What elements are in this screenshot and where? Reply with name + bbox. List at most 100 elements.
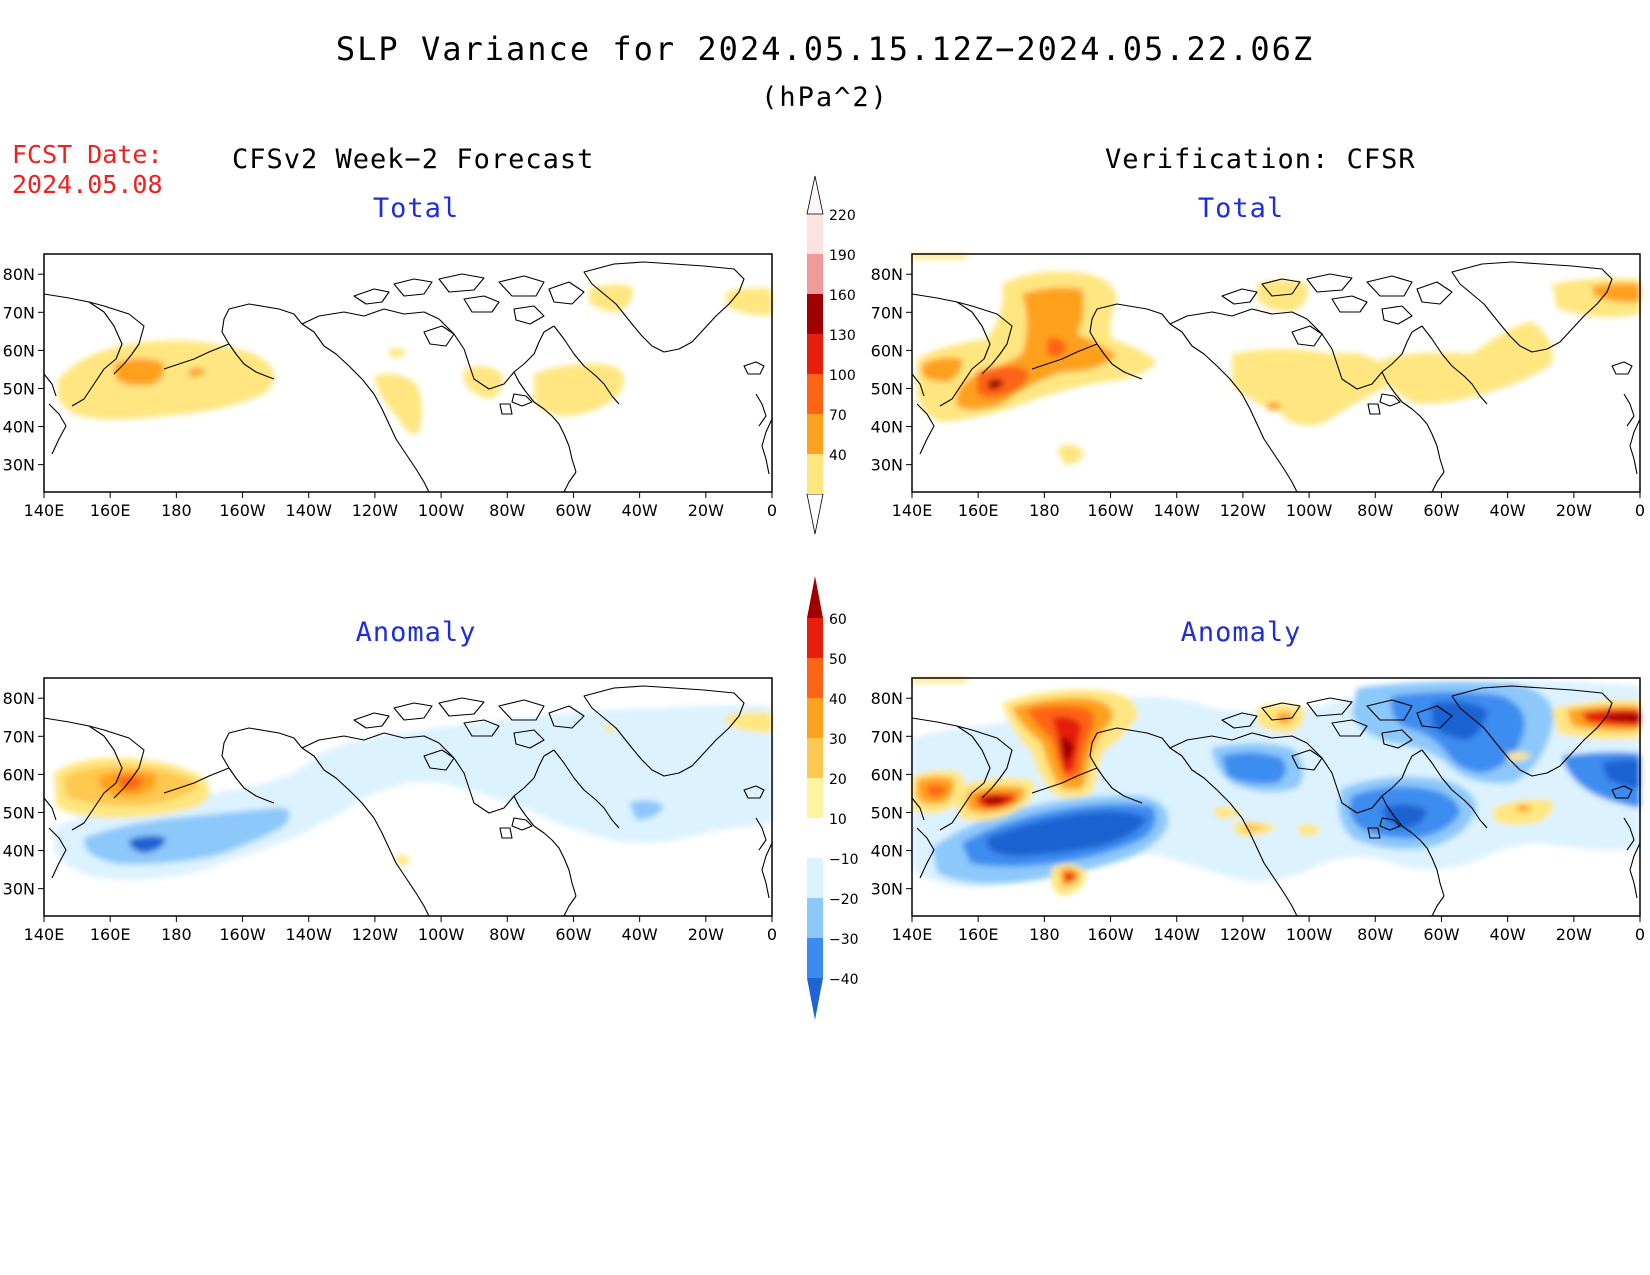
lat-label: 40N — [3, 842, 35, 861]
lat-label: 30N — [3, 456, 35, 475]
colorbar-anomaly-swatch — [807, 898, 823, 938]
lat-label: 50N — [3, 803, 35, 822]
lat-label: 70N — [871, 727, 903, 746]
lon-label: 180 — [1029, 501, 1060, 520]
colorbar-total-label: 70 — [829, 408, 847, 424]
colorbar-anomaly-swatch — [807, 818, 823, 858]
lon-label: 40W — [1490, 501, 1526, 520]
lon-label: 0 — [1635, 925, 1645, 944]
lon-label: 80W — [489, 501, 525, 520]
lat-label: 70N — [871, 303, 903, 322]
lon-label: 160W — [219, 925, 266, 944]
lon-label: 120W — [352, 925, 399, 944]
lon-label: 140W — [286, 925, 333, 944]
lon-label: 0 — [767, 501, 777, 520]
lon-label: 0 — [1635, 501, 1645, 520]
colorbar-anomaly-swatch — [807, 658, 823, 698]
lon-label: 0 — [767, 925, 777, 944]
lon-label: 40W — [622, 501, 658, 520]
lon-label: 80W — [1357, 501, 1393, 520]
lon-label: 100W — [1286, 925, 1333, 944]
panel-title-verification-total: Total — [1197, 193, 1285, 224]
colorbar-anomaly-swatch — [807, 778, 823, 818]
left-column-title: CFSv2 Week−2 Forecast — [232, 144, 595, 175]
colorbar-anomaly-upper-arrow — [807, 576, 823, 618]
colorbar-total-label: 160 — [829, 288, 856, 304]
lon-label: 40W — [1490, 925, 1526, 944]
lon-label: 140W — [1154, 925, 1201, 944]
lon-label: 20W — [1556, 925, 1592, 944]
panel-title-forecast-anomaly: Anomaly — [355, 617, 477, 648]
colorbar-anomaly-label: 30 — [829, 732, 847, 748]
lon-label: 160E — [90, 925, 131, 944]
colorbar-anomaly-label: 10 — [829, 812, 847, 828]
forecast-date-label: FCST Date: — [12, 140, 163, 169]
lon-label: 140E — [892, 925, 933, 944]
lon-label: 180 — [1029, 925, 1060, 944]
map-verification-total — [911, 253, 1641, 493]
colorbar-total-swatch — [807, 334, 823, 374]
lon-label: 100W — [418, 501, 465, 520]
map-verification-anomaly — [911, 677, 1641, 917]
lat-label: 30N — [871, 456, 903, 475]
lon-label: 140E — [24, 501, 65, 520]
colorbar-anomaly-label: −10 — [829, 852, 859, 868]
lon-label: 60W — [1423, 925, 1459, 944]
colorbar-total-label: 100 — [829, 368, 856, 384]
colorbar-anomaly-lower-arrow — [807, 978, 823, 1020]
lon-label: 20W — [688, 501, 724, 520]
lon-label: 120W — [352, 501, 399, 520]
lon-label: 20W — [1556, 501, 1592, 520]
lon-label: 100W — [1286, 501, 1333, 520]
colorbar-anomaly-swatch — [807, 938, 823, 978]
lat-label: 80N — [3, 265, 35, 284]
colorbar-total-swatch — [807, 414, 823, 454]
lat-label: 70N — [3, 727, 35, 746]
lat-label: 40N — [871, 842, 903, 861]
colorbar-anomaly-label: 50 — [829, 652, 847, 668]
lat-label: 50N — [871, 803, 903, 822]
colorbar-total-label: 130 — [829, 328, 856, 344]
lon-label: 180 — [161, 925, 192, 944]
lat-label: 40N — [3, 418, 35, 437]
colorbar-anomaly-label: 20 — [829, 772, 847, 788]
lon-label: 160W — [219, 501, 266, 520]
figure-title: SLP Variance for 2024.05.15.12Z−2024.05.… — [335, 30, 1315, 68]
colorbar-anomaly-label: −40 — [829, 972, 859, 988]
lon-label: 60W — [555, 501, 591, 520]
colorbar-total-upper-arrow — [806, 175, 824, 215]
lat-label: 70N — [3, 303, 35, 322]
colorbar-total-label: 220 — [829, 208, 856, 224]
lat-label: 60N — [3, 341, 35, 360]
colorbar-total-label: 40 — [829, 448, 847, 464]
lat-label: 30N — [871, 880, 903, 899]
lon-label: 80W — [489, 925, 525, 944]
colorbar-anomaly-swatch — [807, 698, 823, 738]
lon-label: 140E — [24, 925, 65, 944]
colorbar-total-swatch — [807, 294, 823, 334]
forecast-date-value: 2024.05.08 — [12, 170, 163, 199]
colorbar-total-swatch — [807, 254, 823, 294]
colorbar-total-swatch — [807, 454, 823, 494]
lon-label: 140W — [286, 501, 333, 520]
units-label: (hPa^2) — [761, 82, 889, 113]
lat-label: 50N — [871, 379, 903, 398]
lat-label: 40N — [871, 418, 903, 437]
lat-label: 60N — [871, 765, 903, 784]
lat-label: 60N — [871, 341, 903, 360]
lon-label: 140W — [1154, 501, 1201, 520]
lat-label: 80N — [871, 265, 903, 284]
lon-label: 60W — [1423, 501, 1459, 520]
lon-label: 40W — [622, 925, 658, 944]
lon-label: 60W — [555, 925, 591, 944]
colorbar-total-lower-arrow — [806, 493, 824, 535]
lon-label: 160W — [1087, 925, 1134, 944]
lon-label: 20W — [688, 925, 724, 944]
colorbar-total-swatch — [807, 374, 823, 414]
lat-label: 30N — [3, 880, 35, 899]
map-forecast-total — [43, 253, 773, 493]
map-forecast-anomaly — [43, 677, 773, 917]
colorbar-anomaly-label: −30 — [829, 932, 859, 948]
lon-label: 120W — [1220, 925, 1267, 944]
